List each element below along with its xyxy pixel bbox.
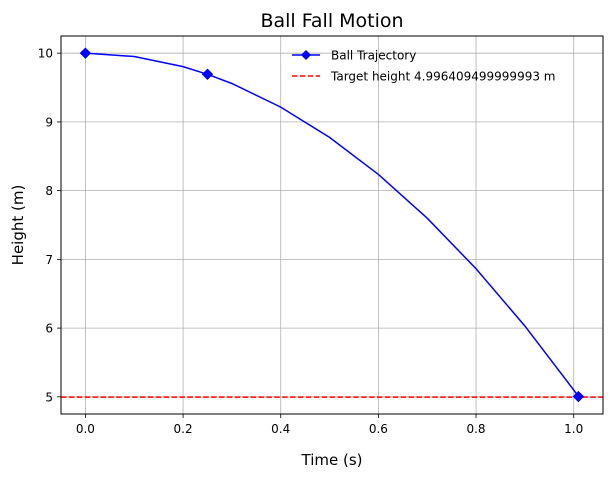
x-tick-label: 1.0 <box>564 422 583 436</box>
legend: Ball Trajectory Target height 4.99640949… <box>292 49 555 84</box>
y-axis-label: Height (m) <box>9 185 27 266</box>
legend-label-target: Target height 4.996409499999993 m <box>330 70 555 84</box>
y-tick-label: 6 <box>45 322 53 336</box>
chart-title: Ball Fall Motion <box>260 10 403 32</box>
y-tick-label: 5 <box>45 390 53 404</box>
legend-entry-trajectory: Ball Trajectory <box>292 49 416 63</box>
legend-label-trajectory: Ball Trajectory <box>331 49 416 63</box>
x-tick-label: 0.0 <box>76 422 95 436</box>
y-tick-label: 8 <box>45 184 53 198</box>
trajectory-line <box>85 52 580 397</box>
legend-diamond-marker <box>301 50 311 60</box>
x-tick-label: 0.6 <box>369 422 388 436</box>
x-axis-label: Time (s) <box>301 451 363 469</box>
trajectory-marker <box>201 68 214 80</box>
y-axis-ticks: 5 6 7 8 9 10 <box>38 47 61 404</box>
y-tick-label: 9 <box>45 115 53 129</box>
x-axis-ticks: 0.0 0.2 0.4 0.6 0.8 1.0 <box>76 414 583 436</box>
trajectory-marker <box>572 390 585 403</box>
y-tick-label: 7 <box>45 253 53 267</box>
grid-lines <box>61 36 603 414</box>
y-tick-label: 10 <box>38 47 53 61</box>
legend-entry-target: Target height 4.996409499999993 m <box>292 70 555 84</box>
x-tick-label: 0.8 <box>466 422 485 436</box>
x-tick-label: 0.2 <box>174 422 193 436</box>
x-tick-label: 0.4 <box>271 422 290 436</box>
trajectory-marker <box>79 47 92 59</box>
plot-frame <box>60 35 604 415</box>
plot-series <box>61 47 603 403</box>
